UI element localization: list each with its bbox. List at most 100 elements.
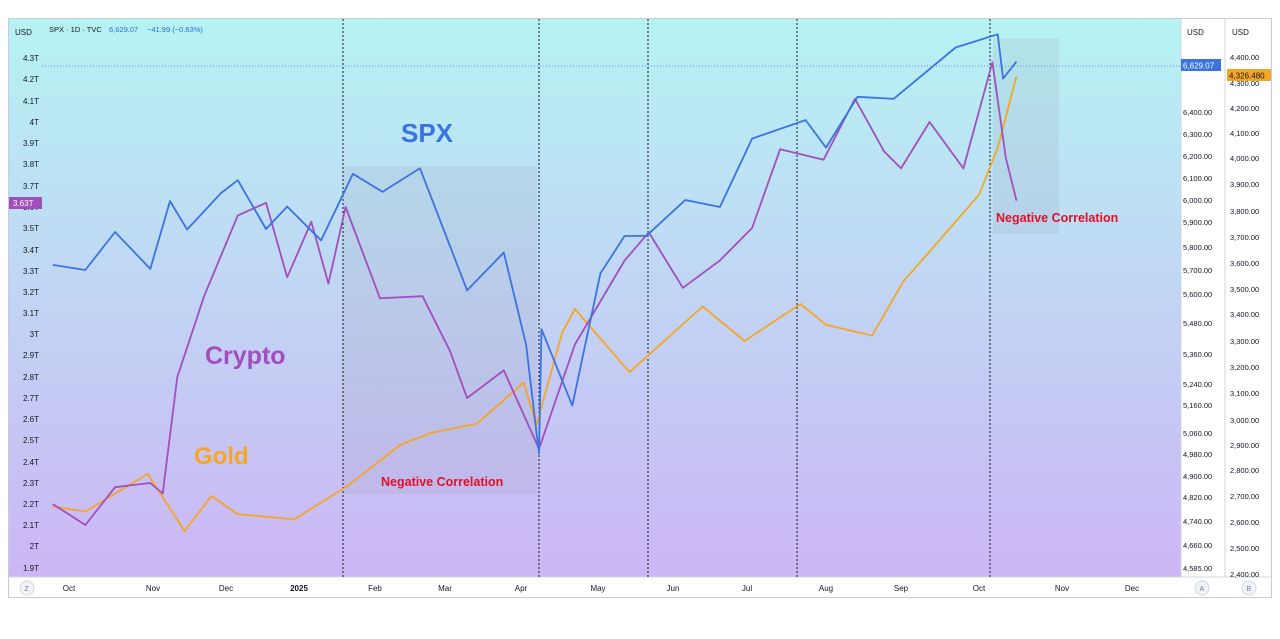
spx-axis-tick: 6,200.00	[1183, 152, 1212, 161]
left-axis-tick: 2.5T	[23, 436, 39, 445]
gold-axis-tick: 4,100.00	[1230, 129, 1259, 138]
gold-axis-tick: 3,900.00	[1230, 180, 1259, 189]
gold-axis-tick: 2,800.00	[1230, 466, 1259, 475]
chart-svg: SPX Crypto Gold Negative Correlation Negativ…	[9, 19, 1271, 597]
spx-series-line	[52, 33, 1018, 455]
label-layer: SPX Crypto Gold Negative Correlation Negativ…	[194, 118, 1118, 489]
left-axis-tick: 3.9T	[23, 139, 39, 148]
gold-axis-tick: 4,200.00	[1230, 104, 1259, 113]
left-axis-tick: 2.2T	[23, 500, 39, 509]
spx-axis-tick: 5,360.00	[1183, 350, 1212, 359]
spx-axis-tick: 6,000.00	[1183, 196, 1212, 205]
time-axis-tick: Oct	[973, 584, 986, 593]
left-axis-tick: 3.8T	[23, 160, 39, 169]
left-axis-tick: 3.3T	[23, 267, 39, 276]
gold-last-tag: 4,326.480	[1229, 72, 1265, 81]
change-readout: −41.99 (−0.63%)	[147, 25, 203, 34]
time-axis-background	[9, 577, 1271, 597]
time-axis-tick: May	[590, 584, 605, 593]
left-axis-tick: 2.9T	[23, 351, 39, 360]
time-axis-tick: Jul	[742, 584, 752, 593]
time-axis-tick: Oct	[63, 584, 76, 593]
annotation-negative-correlation-1: Negative Correlation	[381, 475, 503, 489]
spx-series-label: SPX	[401, 118, 454, 148]
gold-axis-unit: USD	[1232, 28, 1249, 37]
time-axis-tick: Jun	[667, 584, 680, 593]
crypto-series-line	[52, 61, 1018, 526]
spx-axis-tick: 4,980.00	[1183, 450, 1212, 459]
gold-axis-tick: 3,600.00	[1230, 259, 1259, 268]
left-axis-tick: 4.3T	[23, 54, 39, 63]
last-value-readout: 6,629.07	[109, 25, 138, 34]
axis-layer: 4.3T4.2T4.1T4T3.9T3.8T3.7T3.6T3.5T3.4T3.…	[23, 53, 1259, 593]
gold-last-tag-bg	[1227, 69, 1271, 81]
spx-axis-tick: 6,100.00	[1183, 174, 1212, 183]
left-axis-tick: 2.6T	[23, 415, 39, 424]
spx-axis-tick: 5,600.00	[1183, 290, 1212, 299]
time-axis-tick: Nov	[1055, 584, 1069, 593]
gold-axis-tick: 2,500.00	[1230, 544, 1259, 553]
time-axis-tick: Dec	[1125, 584, 1139, 593]
time-axis-tick: Apr	[515, 584, 528, 593]
spx-axis-tick: 5,160.00	[1183, 401, 1212, 410]
spx-axis-tick: 4,660.00	[1183, 541, 1212, 550]
gold-axis-tick: 3,000.00	[1230, 416, 1259, 425]
left-axis-tick: 2.7T	[23, 394, 39, 403]
spx-axis-tick: 5,800.00	[1183, 243, 1212, 252]
gold-axis-tick: 3,200.00	[1230, 363, 1259, 372]
left-axis-tick: 1.9T	[23, 564, 39, 573]
gold-axis-tick: 4,400.00	[1230, 53, 1259, 62]
time-axis-tick: Sep	[894, 584, 909, 593]
gold-axis-tick: 2,700.00	[1230, 492, 1259, 501]
gold-axis-tick: 4,000.00	[1230, 154, 1259, 163]
spx-axis-tick: 6,400.00	[1183, 108, 1212, 117]
gold-axis-tick: 3,400.00	[1230, 310, 1259, 319]
left-axis-tick: 4.1T	[23, 97, 39, 106]
crypto-series-label: Crypto	[205, 342, 286, 370]
spx-axis-tick: 4,900.00	[1183, 472, 1212, 481]
time-axis-tick: Nov	[146, 584, 160, 593]
spx-axis-tick: 5,900.00	[1183, 218, 1212, 227]
gold-axis-tick: 4,300.00	[1230, 79, 1259, 88]
spx-axis-tick: 4,740.00	[1183, 517, 1212, 526]
time-axis-tick: 2025	[290, 584, 308, 593]
symbol-line[interactable]: SPX · 1D · TVC	[49, 25, 102, 34]
annotation-negative-correlation-2: Negative Correlation	[996, 211, 1118, 225]
left-axis-tick: 2.4T	[23, 458, 39, 467]
spx-axis-tick: 4,585.00	[1183, 564, 1212, 573]
left-axis-tick: 4.2T	[23, 75, 39, 84]
left-axis-tick: 3.7T	[23, 182, 39, 191]
gold-axis-tick: 3,100.00	[1230, 389, 1259, 398]
scale-b-button[interactable]	[1241, 580, 1257, 596]
gold-axis-tick: 2,400.00	[1230, 570, 1259, 579]
crypto-last-tag-bg	[9, 197, 42, 209]
left-axis-tick: 2T	[30, 542, 39, 551]
spx-axis-tick: 6,300.00	[1183, 130, 1212, 139]
left-axis-tick: 2.3T	[23, 479, 39, 488]
left-unit-label: USD	[15, 28, 32, 37]
right-axes-background	[1181, 19, 1271, 577]
spx-axis-unit: USD	[1187, 28, 1204, 37]
spx-axis-tick: 5,700.00	[1183, 266, 1212, 275]
left-axis-tick: 3T	[30, 330, 39, 339]
gold-axis-tick: 2,900.00	[1230, 441, 1259, 450]
gold-series-line	[52, 75, 1018, 532]
spx-axis-tick: 5,060.00	[1183, 429, 1212, 438]
left-axis-tick: 3.2T	[23, 288, 39, 297]
gold-axis-tick: 3,800.00	[1230, 207, 1259, 216]
time-axis-tick: Dec	[219, 584, 233, 593]
gold-axis-tick: 3,300.00	[1230, 337, 1259, 346]
zoom-button[interactable]	[19, 580, 35, 596]
spx-axis-tick: 5,240.00	[1183, 380, 1212, 389]
spx-last-tag-bg	[1181, 59, 1221, 71]
gold-axis-tick: 2,600.00	[1230, 518, 1259, 527]
chart-frame: SPX Crypto Gold Negative Correlation Negativ…	[8, 18, 1272, 598]
left-axis-tick: 4T	[30, 118, 39, 127]
auto-scale-button[interactable]	[1194, 580, 1210, 596]
left-axis-tick: 3.4T	[23, 246, 39, 255]
scale-b-button-label: B	[1247, 586, 1252, 593]
crypto-last-tag: 3.63T	[13, 199, 34, 208]
spx-axis-tick: 5,480.00	[1183, 319, 1212, 328]
left-axis-tick: 3.1T	[23, 309, 39, 318]
spx-last-tag: 6,629.07	[1183, 62, 1215, 71]
